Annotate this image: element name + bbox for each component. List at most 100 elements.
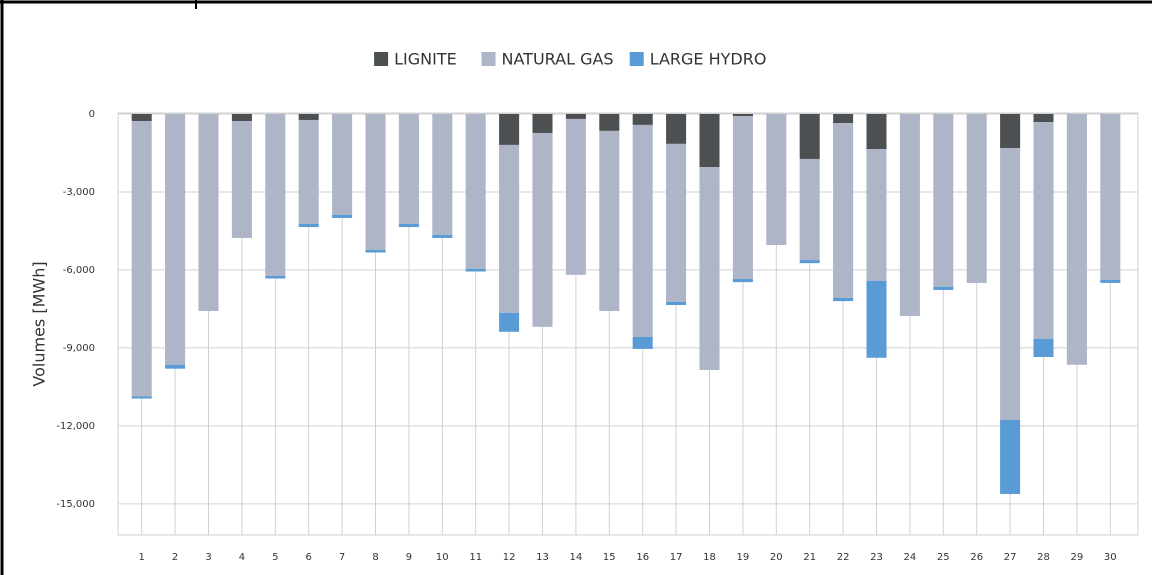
- bar-segment: [365, 114, 386, 250]
- bar-segment: [532, 132, 553, 327]
- bar-segment: [432, 114, 453, 235]
- x-tick-label: 3: [205, 552, 211, 563]
- bar-segment: [298, 223, 319, 228]
- y-tick-label: -3,000: [63, 187, 95, 198]
- bar-segment: [632, 124, 653, 337]
- x-tick-label: 12: [503, 552, 516, 563]
- x-tick-label: 11: [469, 552, 482, 563]
- x-tick-label: 14: [570, 552, 583, 563]
- bar-segment: [231, 114, 252, 122]
- bar-segment: [1033, 114, 1054, 123]
- x-tick-label: 27: [1004, 552, 1017, 563]
- bar-segment: [265, 114, 286, 276]
- bar-segment: [1100, 279, 1121, 283]
- x-tick-label: 29: [1071, 552, 1084, 563]
- x-tick-label: 28: [1037, 552, 1050, 563]
- bar-segment: [165, 114, 186, 365]
- x-tick-label: 21: [803, 552, 816, 563]
- bar-segment: [131, 121, 152, 397]
- x-tick-label: 5: [272, 552, 278, 563]
- bar-segment: [833, 123, 854, 298]
- bar-segment: [732, 114, 753, 117]
- bar-segment: [799, 158, 820, 261]
- bar-segment: [933, 114, 954, 287]
- bar-segment: [432, 234, 453, 238]
- x-tick-label: 17: [670, 552, 683, 563]
- bar-segment: [499, 312, 520, 332]
- bar-segment: [599, 114, 620, 131]
- bar-segment: [332, 114, 353, 215]
- y-tick-label: -12,000: [56, 421, 95, 432]
- legend-label: LARGE HYDRO: [650, 50, 767, 69]
- bar-segment: [966, 114, 987, 283]
- bar-segment: [465, 114, 486, 269]
- x-tick-label: 1: [139, 552, 145, 563]
- bar-segment: [799, 260, 820, 264]
- x-tick-label: 6: [306, 552, 312, 563]
- bar-segment: [1000, 114, 1021, 149]
- bar-segment: [666, 301, 687, 306]
- bar-segment: [766, 114, 787, 245]
- legend-swatch: [629, 52, 644, 66]
- bar-segment: [933, 286, 954, 290]
- bar-segment: [833, 114, 854, 124]
- x-tick-label: 25: [937, 552, 950, 563]
- y-tick-label: -15,000: [56, 499, 95, 510]
- bar-segment: [565, 114, 586, 119]
- bar-segment: [332, 214, 353, 218]
- bar-segment: [699, 114, 720, 168]
- y-tick-label: -9,000: [63, 343, 95, 354]
- x-tick-label: 16: [636, 552, 649, 563]
- bar-segment: [1000, 419, 1021, 494]
- x-tick-label: 22: [837, 552, 850, 563]
- x-tick-label: 18: [703, 552, 716, 563]
- bar-segment: [799, 114, 820, 159]
- bar-segment: [131, 114, 152, 122]
- bar-segment: [499, 144, 520, 313]
- bar-segment: [165, 364, 186, 369]
- x-tick-label: 20: [770, 552, 783, 563]
- x-tick-label: 26: [970, 552, 983, 563]
- legend-swatch: [481, 52, 496, 66]
- bar-segment: [265, 275, 286, 279]
- bar-segment: [131, 396, 152, 399]
- x-tick-label: 2: [172, 552, 178, 563]
- bar-segment: [632, 114, 653, 125]
- bar-segment: [699, 167, 720, 370]
- bar-segment: [866, 149, 887, 281]
- x-tick-label: 4: [239, 552, 245, 563]
- bar-segment: [866, 280, 887, 358]
- bar-segment: [365, 249, 386, 253]
- bar-segment: [499, 114, 520, 145]
- x-tick-label: 10: [436, 552, 449, 563]
- x-tick-label: 7: [339, 552, 345, 563]
- bar-segment: [465, 268, 486, 272]
- bar-segment: [198, 114, 219, 311]
- bar-segment: [398, 114, 419, 224]
- bar-segment: [732, 116, 753, 280]
- y-axis-label: Volumes [MWh]: [30, 261, 49, 386]
- bar-segment: [298, 119, 319, 224]
- legend-swatch: [374, 52, 389, 66]
- bar-segment: [1100, 114, 1121, 280]
- x-tick-label: 9: [406, 552, 412, 563]
- bar-segment: [632, 336, 653, 349]
- bar-segment: [732, 279, 753, 283]
- legend-label: LIGNITE: [394, 50, 457, 69]
- bar-segment: [666, 114, 687, 144]
- y-tick-label: -6,000: [63, 265, 95, 276]
- bar-segment: [1033, 122, 1054, 339]
- bar-segment: [298, 114, 319, 120]
- bar-segment: [666, 143, 687, 302]
- x-tick-label: 13: [536, 552, 549, 563]
- bar-segment: [866, 114, 887, 150]
- bar-segment: [398, 223, 419, 228]
- legend-label: NATURAL GAS: [502, 50, 614, 69]
- bar-segment: [599, 130, 620, 311]
- bar-segment: [565, 118, 586, 275]
- bar-segment: [899, 114, 920, 316]
- x-tick-label: 23: [870, 552, 883, 563]
- bar-segment: [833, 297, 854, 302]
- bar-segment: [231, 121, 252, 238]
